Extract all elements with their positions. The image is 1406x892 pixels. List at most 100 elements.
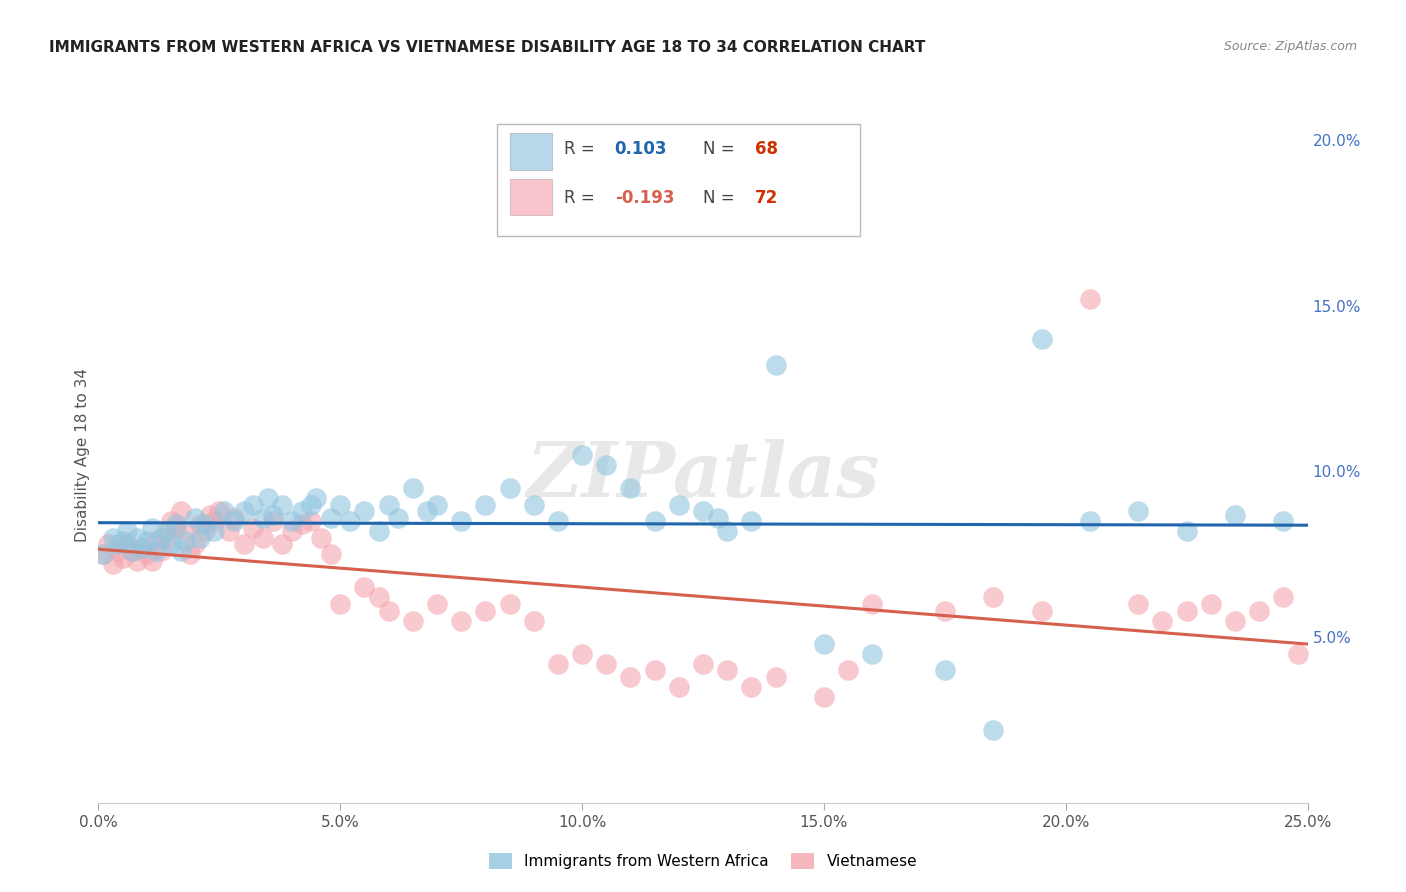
Point — [329, 498, 352, 512]
Point — [377, 498, 399, 512]
Point — [160, 537, 183, 551]
Point — [299, 514, 322, 528]
Point — [169, 504, 191, 518]
Point — [860, 647, 883, 661]
Point — [450, 514, 472, 528]
Text: IMMIGRANTS FROM WESTERN AFRICA VS VIETNAMESE DISABILITY AGE 18 TO 34 CORRELATION: IMMIGRANTS FROM WESTERN AFRICA VS VIETNA… — [49, 40, 925, 55]
Point — [135, 534, 157, 549]
Point — [416, 504, 439, 518]
Point — [523, 498, 546, 512]
Point — [117, 537, 139, 551]
Point — [252, 531, 274, 545]
Point — [218, 524, 240, 538]
Text: 72: 72 — [755, 189, 779, 207]
Point — [1128, 597, 1150, 611]
Point — [141, 521, 163, 535]
Point — [387, 511, 409, 525]
Point — [305, 491, 328, 505]
Point — [377, 604, 399, 618]
Point — [1286, 647, 1309, 661]
Point — [101, 531, 124, 545]
Point — [150, 544, 173, 558]
Point — [837, 663, 859, 677]
Point — [426, 597, 449, 611]
Point — [212, 504, 235, 518]
Point — [571, 448, 593, 462]
Text: N =: N = — [703, 189, 740, 207]
Point — [368, 524, 391, 538]
Point — [1199, 597, 1222, 611]
Point — [281, 514, 304, 528]
Point — [426, 498, 449, 512]
Point — [319, 547, 342, 561]
Point — [1031, 604, 1053, 618]
FancyBboxPatch shape — [509, 134, 551, 169]
Point — [222, 511, 245, 525]
Point — [547, 657, 569, 671]
Point — [523, 614, 546, 628]
Point — [368, 591, 391, 605]
Point — [692, 657, 714, 671]
Point — [232, 504, 254, 518]
Point — [319, 511, 342, 525]
Point — [145, 544, 167, 558]
Point — [1223, 614, 1246, 628]
Point — [242, 521, 264, 535]
Point — [111, 534, 134, 549]
Point — [184, 537, 207, 551]
Point — [450, 614, 472, 628]
Point — [1249, 604, 1271, 618]
Point — [498, 597, 520, 611]
Point — [1078, 292, 1101, 306]
Point — [595, 458, 617, 472]
Point — [242, 498, 264, 512]
Point — [204, 514, 226, 528]
Point — [290, 517, 312, 532]
Point — [135, 547, 157, 561]
Point — [256, 491, 278, 505]
Text: 68: 68 — [755, 140, 778, 158]
Point — [127, 554, 149, 568]
Point — [150, 531, 173, 545]
Point — [252, 511, 274, 525]
Point — [740, 680, 762, 694]
Point — [101, 558, 124, 572]
Point — [271, 537, 294, 551]
Point — [1223, 508, 1246, 522]
Point — [813, 690, 835, 704]
Point — [981, 591, 1004, 605]
Point — [174, 534, 197, 549]
Point — [194, 524, 217, 538]
Point — [329, 597, 352, 611]
Text: R =: R = — [564, 140, 600, 158]
Point — [474, 498, 496, 512]
Point — [309, 531, 332, 545]
Point — [188, 517, 211, 532]
Point — [271, 498, 294, 512]
Text: 0.103: 0.103 — [614, 140, 668, 158]
Point — [644, 663, 666, 677]
Point — [934, 663, 956, 677]
Point — [145, 534, 167, 549]
Point — [165, 517, 187, 532]
Point — [121, 544, 143, 558]
Point — [91, 547, 114, 561]
Point — [1078, 514, 1101, 528]
Point — [1175, 604, 1198, 618]
Point — [1128, 504, 1150, 518]
Point — [1031, 332, 1053, 346]
Point — [765, 670, 787, 684]
Point — [668, 680, 690, 694]
Point — [179, 547, 201, 561]
Point — [208, 504, 231, 518]
Legend: Immigrants from Western Africa, Vietnamese: Immigrants from Western Africa, Vietname… — [482, 847, 924, 875]
Point — [353, 581, 375, 595]
Point — [716, 524, 738, 538]
FancyBboxPatch shape — [509, 178, 551, 215]
Point — [571, 647, 593, 661]
Point — [619, 670, 641, 684]
Point — [222, 514, 245, 528]
Point — [402, 614, 425, 628]
Point — [1152, 614, 1174, 628]
Point — [131, 541, 153, 555]
